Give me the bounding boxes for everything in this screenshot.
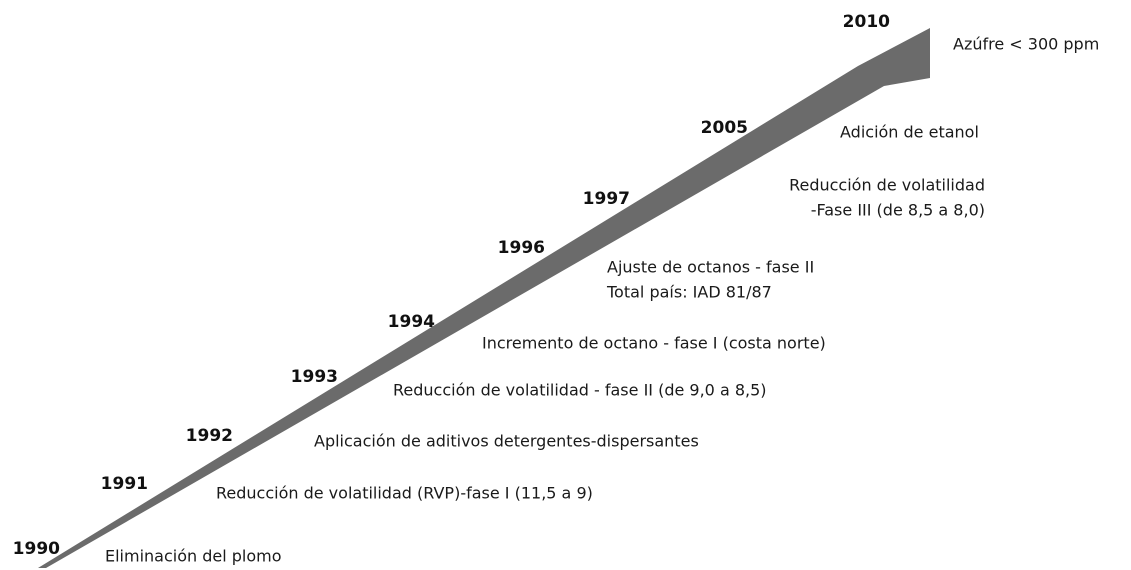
event-text: -Fase III (de 8,5 a 8,0) — [811, 201, 985, 220]
event-text: Adición de etanol — [840, 123, 979, 142]
event-text: Eliminación del plomo — [105, 547, 282, 566]
event-text: Reducción de volatilidad — [789, 176, 985, 195]
event-text: Total país: IAD 81/87 — [606, 283, 772, 302]
year-label: 1990 — [13, 539, 60, 559]
year-label: 2005 — [701, 118, 748, 138]
year-label: 2010 — [843, 12, 890, 32]
event-text: Azúfre < 300 ppm — [953, 35, 1099, 54]
year-label: 1993 — [291, 367, 338, 387]
year-label: 1991 — [101, 474, 148, 494]
year-label: 1997 — [583, 189, 630, 209]
year-label: 1994 — [388, 312, 435, 332]
year-label: 1996 — [498, 238, 545, 258]
event-text: Aplicación de aditivos detergentes-dispe… — [314, 432, 699, 451]
event-text: Reducción de volatilidad (RVP)-fase I (1… — [216, 484, 593, 503]
event-text: Ajuste de octanos - fase II — [607, 258, 814, 277]
timeline-arrow — [38, 28, 930, 568]
event-text: Reducción de volatilidad - fase II (de 9… — [393, 381, 767, 400]
year-label: 1992 — [186, 426, 233, 446]
event-text: Incremento de octano - fase I (costa nor… — [482, 334, 826, 353]
